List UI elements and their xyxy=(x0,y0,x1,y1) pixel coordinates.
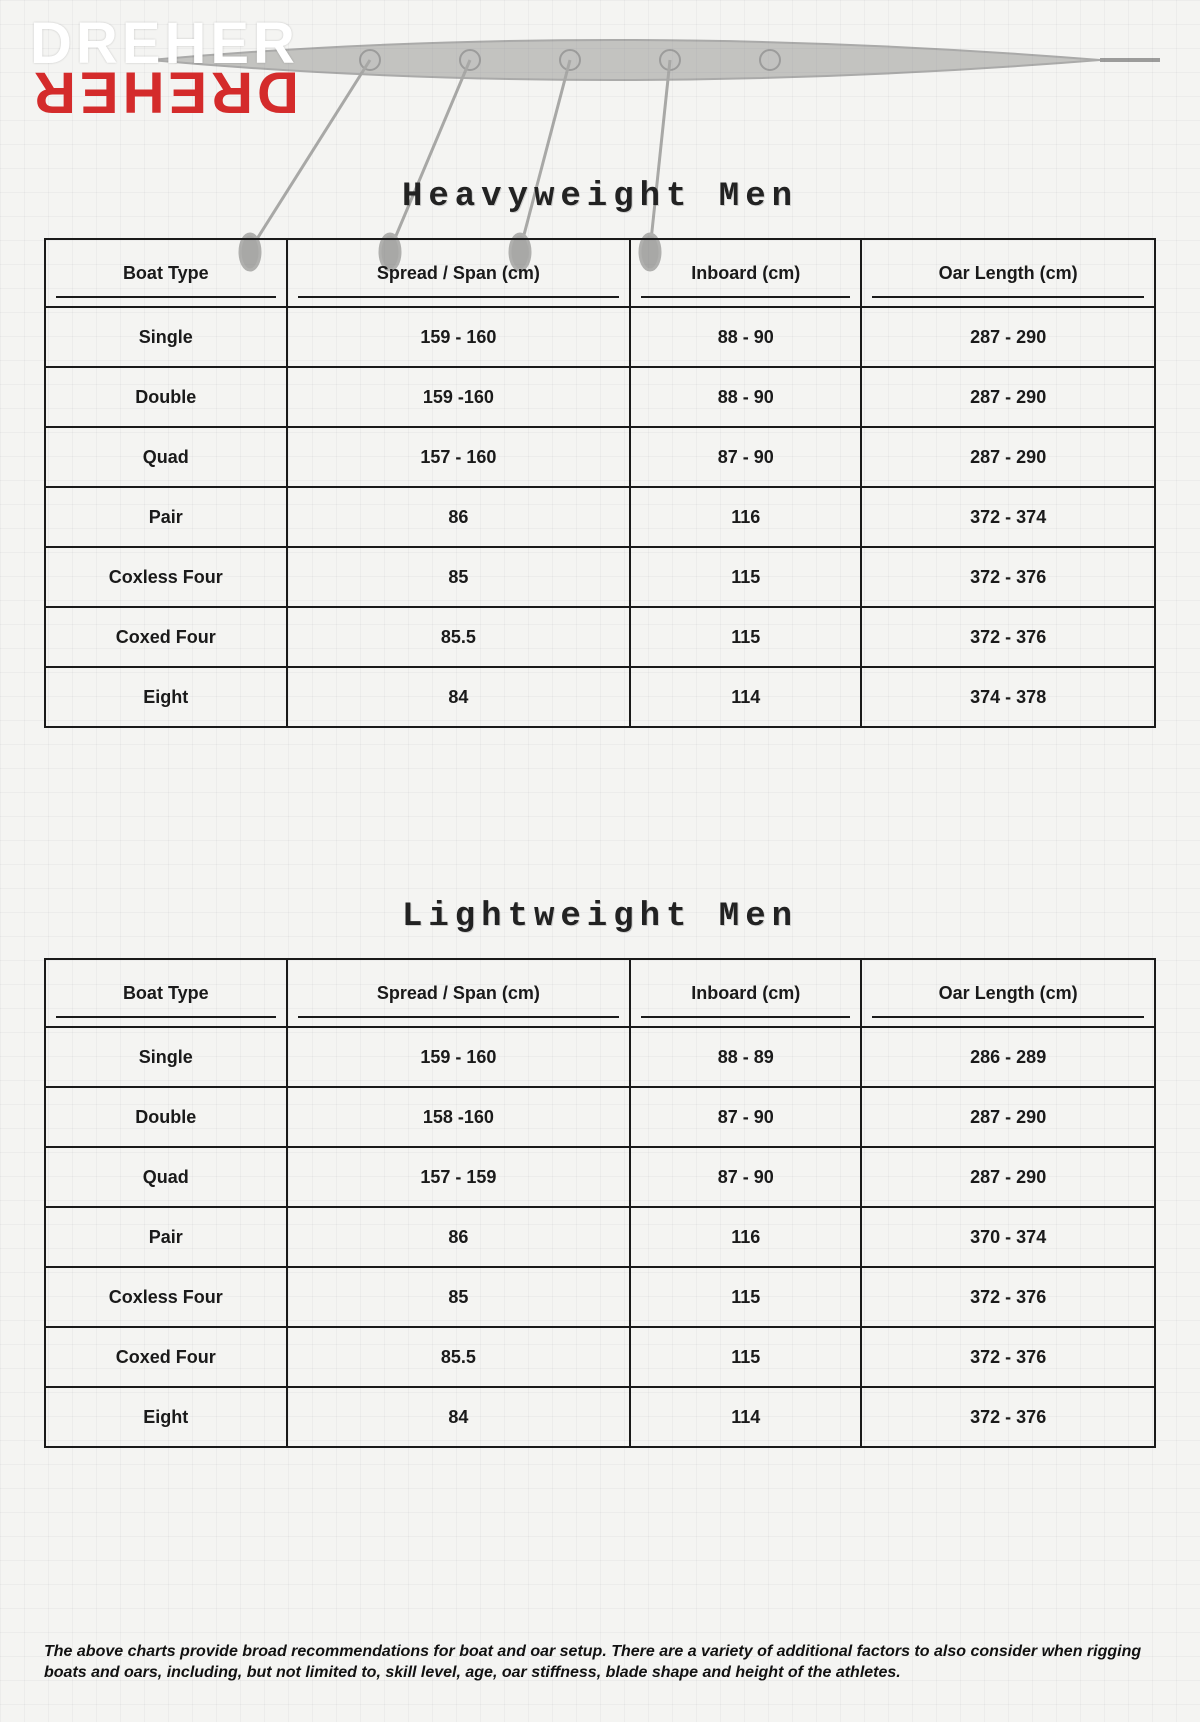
cell-boat-type: Coxless Four xyxy=(45,547,287,607)
table-row: Single159 - 16088 - 89286 - 289 xyxy=(45,1027,1155,1087)
cell-value: 115 xyxy=(630,607,861,667)
cell-value: 115 xyxy=(630,1267,861,1327)
cell-boat-type: Coxed Four xyxy=(45,1327,287,1387)
cell-value: 372 - 376 xyxy=(861,1387,1155,1447)
cell-value: 372 - 376 xyxy=(861,547,1155,607)
cell-value: 158 -160 xyxy=(287,1087,631,1147)
table-header-row: Boat Type Spread / Span (cm) Inboard (cm… xyxy=(45,959,1155,1027)
cell-value: 114 xyxy=(630,667,861,727)
cell-value: 372 - 376 xyxy=(861,1267,1155,1327)
col-inboard: Inboard (cm) xyxy=(630,239,861,307)
cell-boat-type: Single xyxy=(45,307,287,367)
cell-value: 115 xyxy=(630,1327,861,1387)
cell-boat-type: Double xyxy=(45,1087,287,1147)
col-spread-span: Spread / Span (cm) xyxy=(287,239,631,307)
disclaimer-text: The above charts provide broad recommend… xyxy=(44,1642,1156,1684)
table-header-row: Boat Type Spread / Span (cm) Inboard (cm… xyxy=(45,239,1155,307)
col-inboard: Inboard (cm) xyxy=(630,959,861,1027)
cell-value: 85.5 xyxy=(287,1327,631,1387)
cell-value: 86 xyxy=(287,487,631,547)
cell-boat-type: Quad xyxy=(45,427,287,487)
cell-value: 114 xyxy=(630,1387,861,1447)
table-row: Coxless Four85115372 - 376 xyxy=(45,1267,1155,1327)
cell-boat-type: Coxless Four xyxy=(45,1267,287,1327)
cell-value: 287 - 290 xyxy=(861,307,1155,367)
cell-value: 85 xyxy=(287,547,631,607)
cell-value: 87 - 90 xyxy=(630,1147,861,1207)
col-oar-length: Oar Length (cm) xyxy=(861,239,1155,307)
table-heavyweight-men: Boat Type Spread / Span (cm) Inboard (cm… xyxy=(44,238,1156,728)
table-row: Coxed Four85.5115372 - 376 xyxy=(45,1327,1155,1387)
cell-value: 287 - 290 xyxy=(861,427,1155,487)
cell-value: 287 - 290 xyxy=(861,1087,1155,1147)
table-row: Double159 -16088 - 90287 - 290 xyxy=(45,367,1155,427)
cell-value: 88 - 90 xyxy=(630,367,861,427)
table-row: Quad157 - 15987 - 90287 - 290 xyxy=(45,1147,1155,1207)
cell-value: 286 - 289 xyxy=(861,1027,1155,1087)
cell-value: 372 - 376 xyxy=(861,1327,1155,1387)
cell-value: 87 - 90 xyxy=(630,1087,861,1147)
cell-boat-type: Eight xyxy=(45,667,287,727)
table-row: Coxless Four85115372 - 376 xyxy=(45,547,1155,607)
cell-boat-type: Pair xyxy=(45,487,287,547)
cell-value: 157 - 159 xyxy=(287,1147,631,1207)
table-row: Pair86116370 - 374 xyxy=(45,1207,1155,1267)
table-row: Eight84114374 - 378 xyxy=(45,667,1155,727)
cell-value: 159 -160 xyxy=(287,367,631,427)
table-row: Quad157 - 16087 - 90287 - 290 xyxy=(45,427,1155,487)
table-lightweight-men: Boat Type Spread / Span (cm) Inboard (cm… xyxy=(44,958,1156,1448)
table-body: Single159 - 16088 - 90287 - 290Double159… xyxy=(45,307,1155,727)
section-title-heavyweight: Heavyweight Men xyxy=(44,178,1156,216)
cell-value: 372 - 376 xyxy=(861,607,1155,667)
table-row: Double158 -16087 - 90287 - 290 xyxy=(45,1087,1155,1147)
col-oar-length: Oar Length (cm) xyxy=(861,959,1155,1027)
cell-value: 88 - 90 xyxy=(630,307,861,367)
table-row: Coxed Four85.5115372 - 376 xyxy=(45,607,1155,667)
cell-value: 374 - 378 xyxy=(861,667,1155,727)
cell-boat-type: Coxed Four xyxy=(45,607,287,667)
cell-value: 372 - 374 xyxy=(861,487,1155,547)
table-row: Single159 - 16088 - 90287 - 290 xyxy=(45,307,1155,367)
col-boat-type: Boat Type xyxy=(45,959,287,1027)
cell-value: 159 - 160 xyxy=(287,1027,631,1087)
cell-boat-type: Quad xyxy=(45,1147,287,1207)
cell-value: 85 xyxy=(287,1267,631,1327)
col-boat-type: Boat Type xyxy=(45,239,287,307)
col-spread-span: Spread / Span (cm) xyxy=(287,959,631,1027)
page-content: Heavyweight Men Boat Type Spread / Span … xyxy=(0,0,1200,1448)
cell-value: 88 - 89 xyxy=(630,1027,861,1087)
cell-value: 116 xyxy=(630,1207,861,1267)
cell-value: 84 xyxy=(287,667,631,727)
cell-value: 87 - 90 xyxy=(630,427,861,487)
table-row: Pair86116372 - 374 xyxy=(45,487,1155,547)
cell-value: 86 xyxy=(287,1207,631,1267)
cell-value: 370 - 374 xyxy=(861,1207,1155,1267)
cell-boat-type: Double xyxy=(45,367,287,427)
cell-value: 287 - 290 xyxy=(861,367,1155,427)
cell-value: 287 - 290 xyxy=(861,1147,1155,1207)
section-title-lightweight: Lightweight Men xyxy=(44,898,1156,936)
cell-value: 159 - 160 xyxy=(287,307,631,367)
cell-value: 157 - 160 xyxy=(287,427,631,487)
cell-value: 85.5 xyxy=(287,607,631,667)
cell-boat-type: Single xyxy=(45,1027,287,1087)
cell-boat-type: Eight xyxy=(45,1387,287,1447)
cell-value: 84 xyxy=(287,1387,631,1447)
table-body: Single159 - 16088 - 89286 - 289Double158… xyxy=(45,1027,1155,1447)
cell-boat-type: Pair xyxy=(45,1207,287,1267)
table-row: Eight84114372 - 376 xyxy=(45,1387,1155,1447)
cell-value: 115 xyxy=(630,547,861,607)
cell-value: 116 xyxy=(630,487,861,547)
